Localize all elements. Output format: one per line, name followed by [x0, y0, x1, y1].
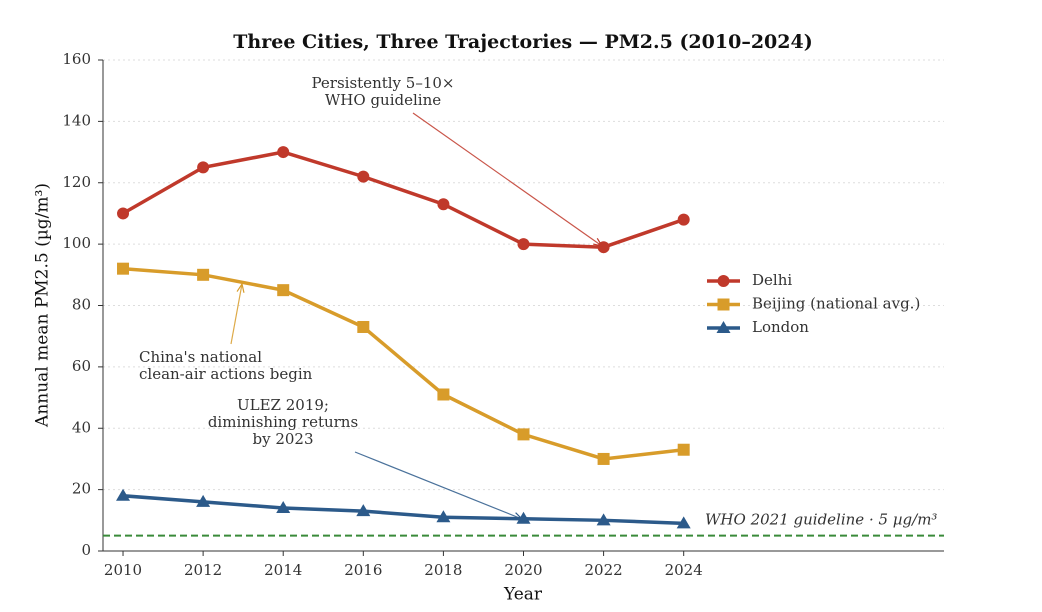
y-tick-label: 40 [72, 418, 91, 436]
chart-title: Three Cities, Three Trajectories — PM2.5… [233, 31, 812, 53]
arrow-head [593, 238, 604, 247]
y-tick-label: 0 [81, 541, 91, 559]
y-tick-label: 60 [72, 357, 91, 375]
annotation: clean-air actions begin [139, 365, 313, 383]
marker [117, 262, 130, 275]
marker [197, 161, 210, 174]
marker [676, 516, 691, 529]
marker [357, 170, 370, 183]
marker [196, 494, 211, 507]
annotation: Persistently 5–10× [312, 74, 455, 92]
x-tick-label: 2010 [104, 561, 142, 579]
reference-label: WHO 2021 guideline · 5 µg/m³ [705, 511, 937, 529]
y-tick-label: 80 [72, 296, 91, 314]
marker [717, 275, 730, 287]
marker [596, 513, 611, 526]
marker [517, 428, 530, 441]
y-tick-label: 120 [62, 173, 91, 191]
y-tick-label: 100 [62, 234, 91, 252]
marker [597, 241, 610, 254]
marker [277, 284, 290, 297]
x-tick-label: 2020 [504, 561, 542, 579]
marker [277, 146, 290, 159]
arrow-head [512, 512, 524, 520]
marker [197, 268, 210, 281]
legend-label: Delhi [752, 271, 792, 289]
marker [677, 443, 690, 456]
x-tick-label: 2018 [424, 561, 462, 579]
legend-label: London [752, 318, 809, 336]
marker [116, 488, 131, 501]
marker [357, 320, 370, 333]
y-tick-label: 160 [62, 50, 91, 68]
annotation: by 2023 [252, 430, 313, 448]
marker [437, 388, 450, 401]
series-line [122, 494, 684, 526]
series-line [122, 266, 684, 461]
marker [276, 501, 291, 514]
marker [716, 321, 731, 333]
marker [117, 207, 130, 220]
y-tick-label: 20 [72, 480, 91, 498]
y-axis-label: Annual mean PM2.5 (µg/m³) [33, 183, 53, 428]
marker [597, 452, 610, 465]
legend-label: Beijing (national avg.) [752, 295, 920, 313]
annotation: China's national [139, 348, 262, 366]
marker [677, 213, 690, 226]
annotation-arrow [412, 112, 603, 247]
marker [356, 504, 371, 517]
marker [437, 198, 450, 211]
x-tick-label: 2024 [665, 561, 703, 579]
arrow-head [236, 282, 245, 293]
x-tick-label: 2022 [585, 561, 623, 579]
annotation-arrow [354, 451, 523, 520]
series-line [122, 150, 685, 249]
x-tick-label: 2014 [264, 561, 302, 579]
marker [436, 510, 451, 523]
y-tick-label: 140 [62, 111, 91, 129]
annotation: diminishing returns [208, 413, 358, 431]
annotation-arrow [230, 283, 243, 345]
x-tick-label: 2016 [344, 561, 382, 579]
marker [517, 238, 530, 251]
marker [516, 511, 531, 524]
x-axis-label: Year [503, 585, 543, 605]
marker [717, 298, 730, 311]
x-tick-label: 2012 [184, 561, 222, 579]
annotation: ULEZ 2019; [237, 396, 329, 414]
annotation: WHO guideline [325, 91, 441, 109]
